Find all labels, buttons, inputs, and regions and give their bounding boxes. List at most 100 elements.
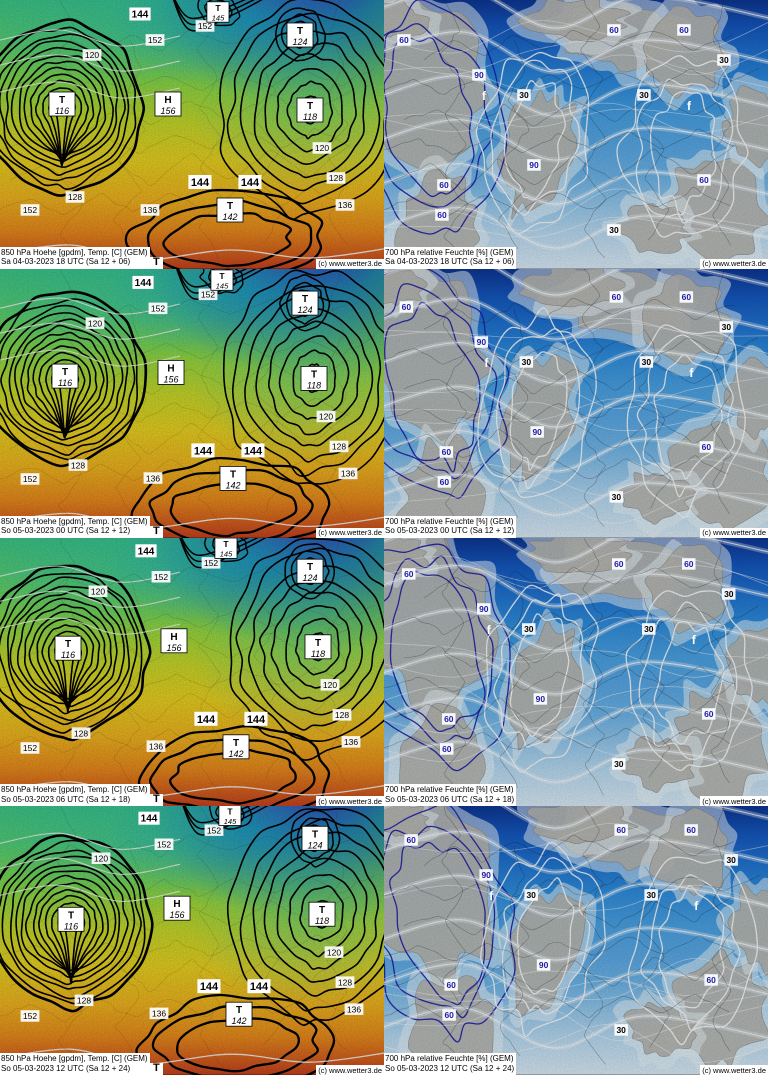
svg-text:128: 128	[332, 441, 346, 451]
svg-text:90: 90	[539, 960, 549, 970]
svg-text:128: 128	[68, 192, 82, 202]
svg-text:90: 90	[479, 604, 489, 614]
svg-text:116: 116	[55, 106, 69, 116]
svg-text:60: 60	[699, 175, 709, 185]
svg-text:60: 60	[684, 559, 694, 569]
svg-text:30: 30	[614, 759, 624, 769]
svg-text:T: T	[302, 294, 308, 305]
svg-text:30: 30	[724, 589, 734, 599]
svg-text:136: 136	[152, 1009, 166, 1019]
svg-text:60: 60	[609, 25, 619, 35]
svg-text:60: 60	[446, 980, 456, 990]
svg-text:60: 60	[404, 569, 414, 579]
svg-text:60: 60	[440, 477, 450, 487]
svg-text:90: 90	[474, 70, 484, 80]
svg-text:90: 90	[477, 337, 487, 347]
svg-text:T: T	[223, 539, 229, 549]
svg-text:152: 152	[23, 1011, 37, 1021]
svg-text:142: 142	[222, 212, 237, 222]
svg-text:T: T	[312, 830, 318, 841]
svg-text:118: 118	[315, 916, 329, 926]
svg-text:136: 136	[347, 1005, 361, 1015]
svg-text:136: 136	[143, 205, 157, 215]
svg-text:118: 118	[303, 112, 317, 122]
svg-text:142: 142	[225, 480, 240, 490]
svg-text:152: 152	[201, 289, 215, 299]
svg-text:144: 144	[194, 445, 213, 457]
svg-text:90: 90	[536, 694, 546, 704]
svg-text:144: 144	[244, 445, 263, 457]
svg-text:60: 60	[706, 975, 716, 985]
svg-text:T: T	[215, 3, 221, 13]
svg-text:30: 30	[644, 624, 654, 634]
svg-text:118: 118	[307, 380, 321, 390]
svg-text:152: 152	[151, 303, 165, 313]
svg-text:152: 152	[23, 474, 37, 484]
svg-text:144: 144	[132, 10, 149, 21]
svg-text:136: 136	[344, 737, 358, 747]
svg-text:152: 152	[23, 743, 37, 753]
svg-text:30: 30	[639, 90, 649, 100]
svg-text:152: 152	[204, 558, 218, 568]
svg-text:136: 136	[146, 473, 160, 483]
svg-text:124: 124	[292, 37, 307, 47]
svg-text:144: 144	[191, 177, 210, 189]
svg-text:60: 60	[704, 709, 714, 719]
svg-text:T: T	[230, 469, 236, 480]
svg-text:120: 120	[88, 318, 102, 328]
svg-text:116: 116	[58, 378, 72, 388]
svg-text:144: 144	[250, 981, 269, 993]
svg-text:90: 90	[532, 427, 542, 437]
svg-text:T: T	[315, 637, 321, 648]
svg-text:145: 145	[216, 281, 229, 290]
svg-text:156: 156	[163, 374, 178, 384]
svg-text:124: 124	[302, 573, 317, 583]
svg-text:120: 120	[94, 854, 108, 864]
svg-text:120: 120	[323, 680, 337, 690]
svg-text:145: 145	[220, 549, 233, 558]
svg-text:60: 60	[437, 210, 447, 220]
svg-text:T: T	[297, 26, 303, 37]
svg-text:T: T	[219, 271, 225, 281]
svg-text:30: 30	[722, 322, 732, 332]
svg-text:144: 144	[138, 546, 155, 557]
svg-text:144: 144	[241, 177, 260, 189]
svg-text:T: T	[68, 911, 74, 922]
svg-text:120: 120	[315, 143, 329, 153]
svg-text:30: 30	[719, 55, 729, 65]
svg-text:118: 118	[311, 648, 325, 658]
svg-text:152: 152	[154, 572, 168, 582]
svg-text:60: 60	[439, 180, 449, 190]
svg-text:124: 124	[297, 305, 312, 315]
svg-text:30: 30	[519, 90, 529, 100]
svg-text:128: 128	[338, 978, 352, 988]
svg-text:T: T	[62, 367, 68, 378]
svg-text:116: 116	[61, 650, 75, 660]
svg-text:152: 152	[207, 826, 221, 836]
svg-text:T: T	[227, 201, 233, 212]
svg-text:T: T	[307, 101, 313, 112]
svg-text:124: 124	[307, 841, 322, 851]
svg-text:136: 136	[341, 468, 355, 478]
svg-text:128: 128	[77, 996, 91, 1006]
svg-text:60: 60	[612, 292, 622, 302]
svg-text:H: H	[173, 899, 180, 910]
svg-text:30: 30	[522, 357, 532, 367]
svg-text:60: 60	[442, 744, 452, 754]
svg-text:30: 30	[526, 890, 536, 900]
svg-text:136: 136	[338, 200, 352, 210]
svg-text:144: 144	[200, 981, 219, 993]
svg-text:T: T	[319, 905, 325, 916]
svg-text:60: 60	[614, 559, 624, 569]
svg-text:T: T	[227, 807, 233, 817]
svg-text:30: 30	[616, 1025, 626, 1035]
svg-text:120: 120	[85, 50, 99, 60]
svg-text:152: 152	[148, 35, 162, 45]
svg-text:60: 60	[442, 447, 452, 457]
svg-text:144: 144	[197, 713, 216, 725]
svg-text:156: 156	[166, 642, 181, 652]
svg-text:60: 60	[399, 35, 409, 45]
svg-text:30: 30	[726, 855, 736, 865]
svg-text:H: H	[164, 95, 171, 106]
svg-text:30: 30	[646, 890, 656, 900]
